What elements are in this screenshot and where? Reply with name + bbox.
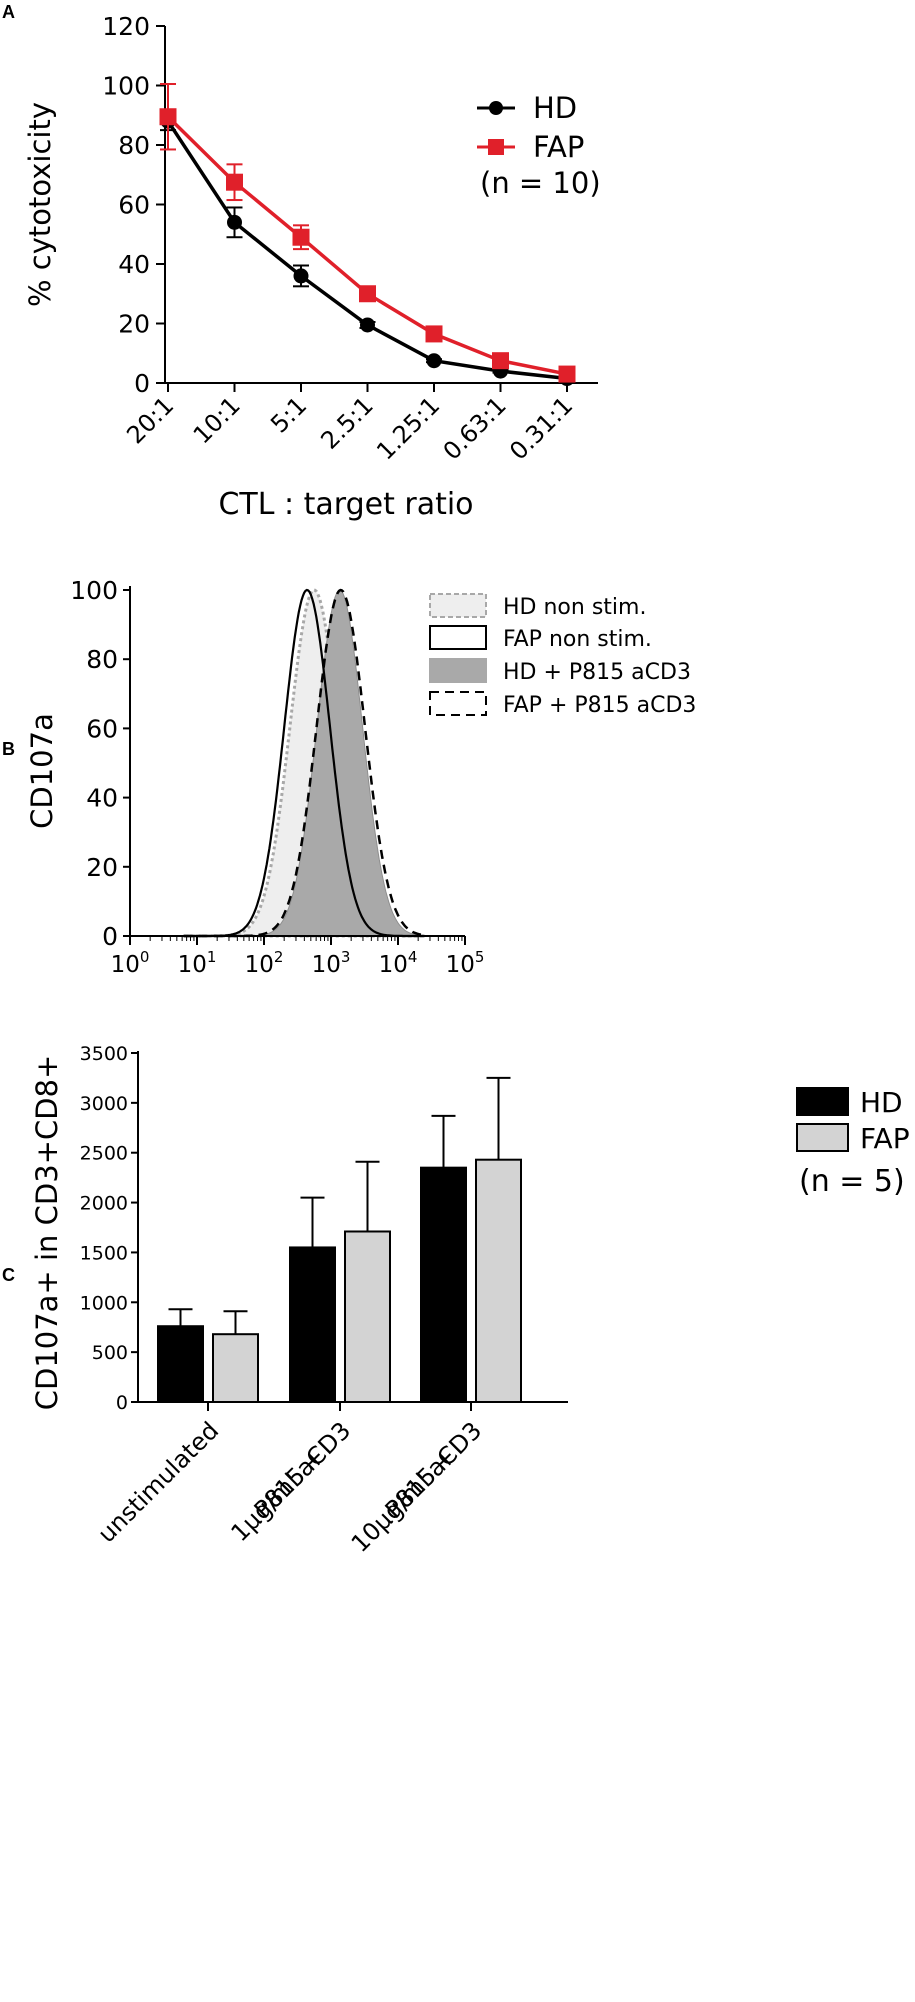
y-tick-label: 120	[102, 12, 150, 41]
x-tick-label: 2.5:1	[315, 391, 378, 454]
legend-label: HD + P815 aCD3	[503, 660, 691, 685]
legend-label-fap: FAP	[860, 1122, 910, 1155]
data-point	[293, 268, 309, 284]
y-tick-label: 1000	[80, 1292, 128, 1314]
data-point	[227, 214, 242, 230]
bar-hd	[289, 1246, 336, 1404]
x-tick-label: 5:1	[265, 391, 312, 438]
bar-fap	[344, 1230, 391, 1403]
y-tick-label: 3000	[80, 1093, 128, 1115]
data-point	[159, 108, 177, 126]
y-tick-label: 40	[118, 250, 150, 279]
legend-label: FAP non stim.	[503, 627, 652, 652]
histogram-fap-p815-acd3	[183, 588, 425, 938]
bar-fap	[475, 1158, 522, 1404]
data-point	[360, 317, 375, 333]
series-fap	[159, 83, 576, 383]
y-tick-label: 100	[102, 72, 150, 101]
y-tick-label: 60	[86, 714, 118, 743]
series-line	[166, 120, 568, 381]
legend-label-hd: HD	[533, 91, 577, 125]
data-point	[425, 325, 443, 343]
x-tick-label: 104	[379, 948, 418, 978]
series-line	[166, 115, 568, 376]
x-tick-label: 100	[111, 948, 150, 978]
y-axis-title: % cytotoxicity	[23, 102, 57, 307]
bar-fap	[212, 1333, 259, 1404]
y-tick-label: 20	[118, 310, 150, 339]
x-tick-label: 101	[178, 948, 217, 978]
legend-label: HD non stim.	[503, 595, 646, 620]
y-tick-label: 0	[134, 369, 150, 398]
data-point	[558, 365, 576, 383]
y-tick-label: 80	[118, 131, 150, 160]
y-tick-label: 3500	[80, 1043, 128, 1065]
legend-note: (n = 10)	[480, 166, 601, 200]
panel-label-c: C	[2, 1265, 15, 1285]
y-tick-label: 20	[86, 853, 118, 882]
legend-swatch-fap-non-stim	[429, 625, 487, 650]
legend-swatch-hd-non-stim	[429, 593, 487, 618]
series-hd	[160, 111, 575, 387]
data-point	[359, 285, 376, 303]
legend-label: FAP + P815 aCD3	[503, 693, 696, 718]
x-tick-label: 105	[446, 948, 485, 978]
x-tick-label: 20:1	[121, 391, 179, 449]
x-axis-title: CTL : target ratio	[218, 487, 473, 522]
y-tick-label: 500	[92, 1342, 128, 1364]
x-tick-label: 1μg/ml aCD3	[226, 1416, 357, 1547]
y-tick-label: 80	[86, 645, 118, 674]
x-tick-label: 10:1	[188, 391, 246, 449]
x-tick-label: 102	[245, 948, 284, 978]
x-tick-label: 0.63:1	[438, 391, 512, 465]
cytotoxicity-line-chart: 0 20 40 60 80 100 120 20:1 10:1 5:1 2.5:11.25:10.6…	[23, 12, 601, 522]
y-tick-label: 60	[118, 191, 150, 220]
data-point	[492, 352, 509, 370]
data-point	[426, 353, 442, 369]
panel-label-a: A	[2, 2, 15, 22]
cd107a-histogram-chart: 0 20 40 60 80 100 100 101 102 103 104 105 CD107a HD n…	[25, 576, 696, 978]
data-point	[292, 228, 310, 246]
y-tick-label: 1500	[80, 1242, 128, 1264]
legend-swatch-hd-p815	[429, 658, 487, 683]
legend-note: (n = 5)	[799, 1164, 905, 1199]
y-axis-title: CD107a+ in CD3+CD8+	[30, 1055, 64, 1411]
y-tick-label: 2500	[80, 1143, 128, 1165]
data-point	[226, 173, 243, 191]
x-tick-label: 1.25:1	[371, 391, 445, 465]
x-tick-label: 103	[312, 948, 351, 978]
y-tick-label: 0	[102, 922, 118, 951]
legend-swatch-hd	[796, 1087, 849, 1116]
bar-hd	[420, 1166, 467, 1403]
panel-label-b: B	[2, 739, 15, 759]
cd107a-bar-chart: 0 500 1000 1500 2000 2500 3000 3500 unstimulated…	[30, 1043, 910, 1558]
x-tick-label: 10μg/ml aCD3	[346, 1416, 487, 1557]
legend-marker-fap	[488, 139, 504, 155]
legend-label-hd: HD	[860, 1086, 903, 1119]
x-tick-label: 0.31:1	[504, 391, 578, 465]
legend-label-fap: FAP	[533, 130, 584, 164]
y-tick-label: 0	[116, 1392, 128, 1414]
legend-swatch-fap-p815	[429, 691, 487, 716]
legend-marker-hd	[489, 101, 503, 115]
y-tick-label: 40	[86, 784, 118, 813]
y-tick-label: 2000	[80, 1193, 128, 1215]
legend-swatch-fap	[796, 1123, 849, 1152]
y-tick-label: 100	[70, 576, 118, 605]
bar-hd	[157, 1325, 204, 1404]
x-tick-label: unstimulated	[92, 1416, 224, 1548]
y-axis-title: CD107a	[25, 713, 59, 829]
